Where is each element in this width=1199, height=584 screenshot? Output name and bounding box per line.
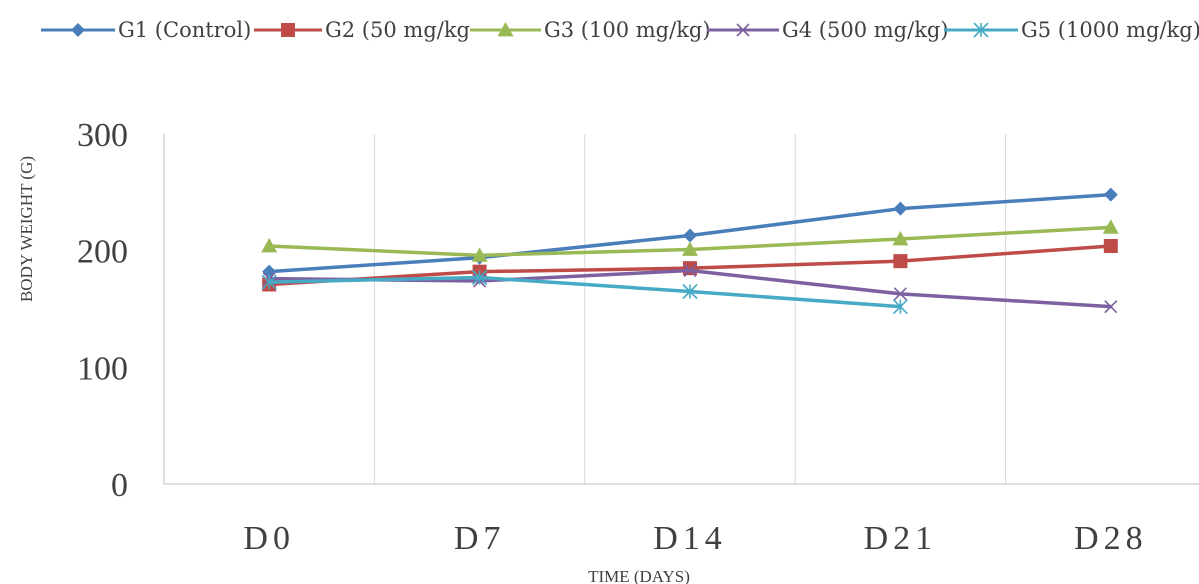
legend-item: G5 (1000 mg/kg) (944, 18, 1199, 42)
x-tick-label: D21 (864, 520, 938, 557)
y-tick-label: 300 (77, 117, 128, 154)
data-point (1102, 219, 1119, 234)
series-group (261, 187, 1119, 315)
y-tick-label: 0 (111, 467, 128, 504)
x-tick-label: D28 (1074, 520, 1148, 557)
series-3 (261, 219, 1119, 262)
data-point (472, 269, 488, 286)
legend-label: G2 (50 mg/kg (325, 18, 470, 42)
gridlines (373, 134, 1007, 484)
data-point (1103, 187, 1118, 202)
data-point (893, 254, 908, 269)
x-tick-label: D14 (653, 520, 727, 557)
data-point (683, 228, 697, 243)
legend-marker (736, 23, 750, 37)
legend-label: G4 (500 mg/kg) (782, 18, 949, 42)
legend-label: G3 (100 mg/kg) (544, 18, 711, 42)
x-tick-label: D0 (243, 520, 295, 557)
legend-item: G2 (50 mg/kg (254, 18, 470, 42)
legend-marker (71, 23, 85, 37)
legend-item: G3 (100 mg/kg) (470, 18, 711, 42)
data-point (261, 238, 278, 253)
data-point (683, 263, 697, 278)
data-point (1103, 239, 1118, 253)
data-point (471, 247, 488, 262)
data-point (893, 201, 908, 216)
data-point (682, 241, 698, 256)
data-point (893, 287, 907, 301)
data-point (892, 299, 908, 315)
data-point (683, 261, 697, 276)
legend-marker (973, 22, 989, 38)
legend-label: G5 (1000 mg/kg) (1021, 18, 1199, 42)
series-line (267, 275, 903, 309)
series-5 (261, 269, 908, 315)
legend-marker (497, 22, 514, 37)
legend-item: G4 (500 mg/kg) (707, 18, 949, 42)
y-tick-label: 100 (77, 350, 128, 387)
legend: G1 (Control) G2 (50 mg/kg G3 (100 mg/kg) G4… (41, 18, 1199, 42)
data-point (261, 274, 277, 290)
data-point (682, 283, 698, 300)
x-axis-title: TIME (DAYS) (588, 567, 690, 584)
legend-marker (281, 23, 295, 37)
x-tick-label: D7 (454, 520, 506, 557)
y-axis-title: BODY WEIGHT (G) (17, 156, 36, 302)
axes: 0 100 200 300 D0 D7 D14 D21 D28 (77, 117, 1199, 557)
y-tick-label: 200 (77, 234, 128, 271)
legend-item: G1 (Control) (41, 18, 251, 42)
data-point (892, 231, 909, 246)
series-2 (262, 239, 1118, 292)
legend-label: G1 (Control) (118, 18, 251, 42)
data-point (1104, 300, 1118, 314)
